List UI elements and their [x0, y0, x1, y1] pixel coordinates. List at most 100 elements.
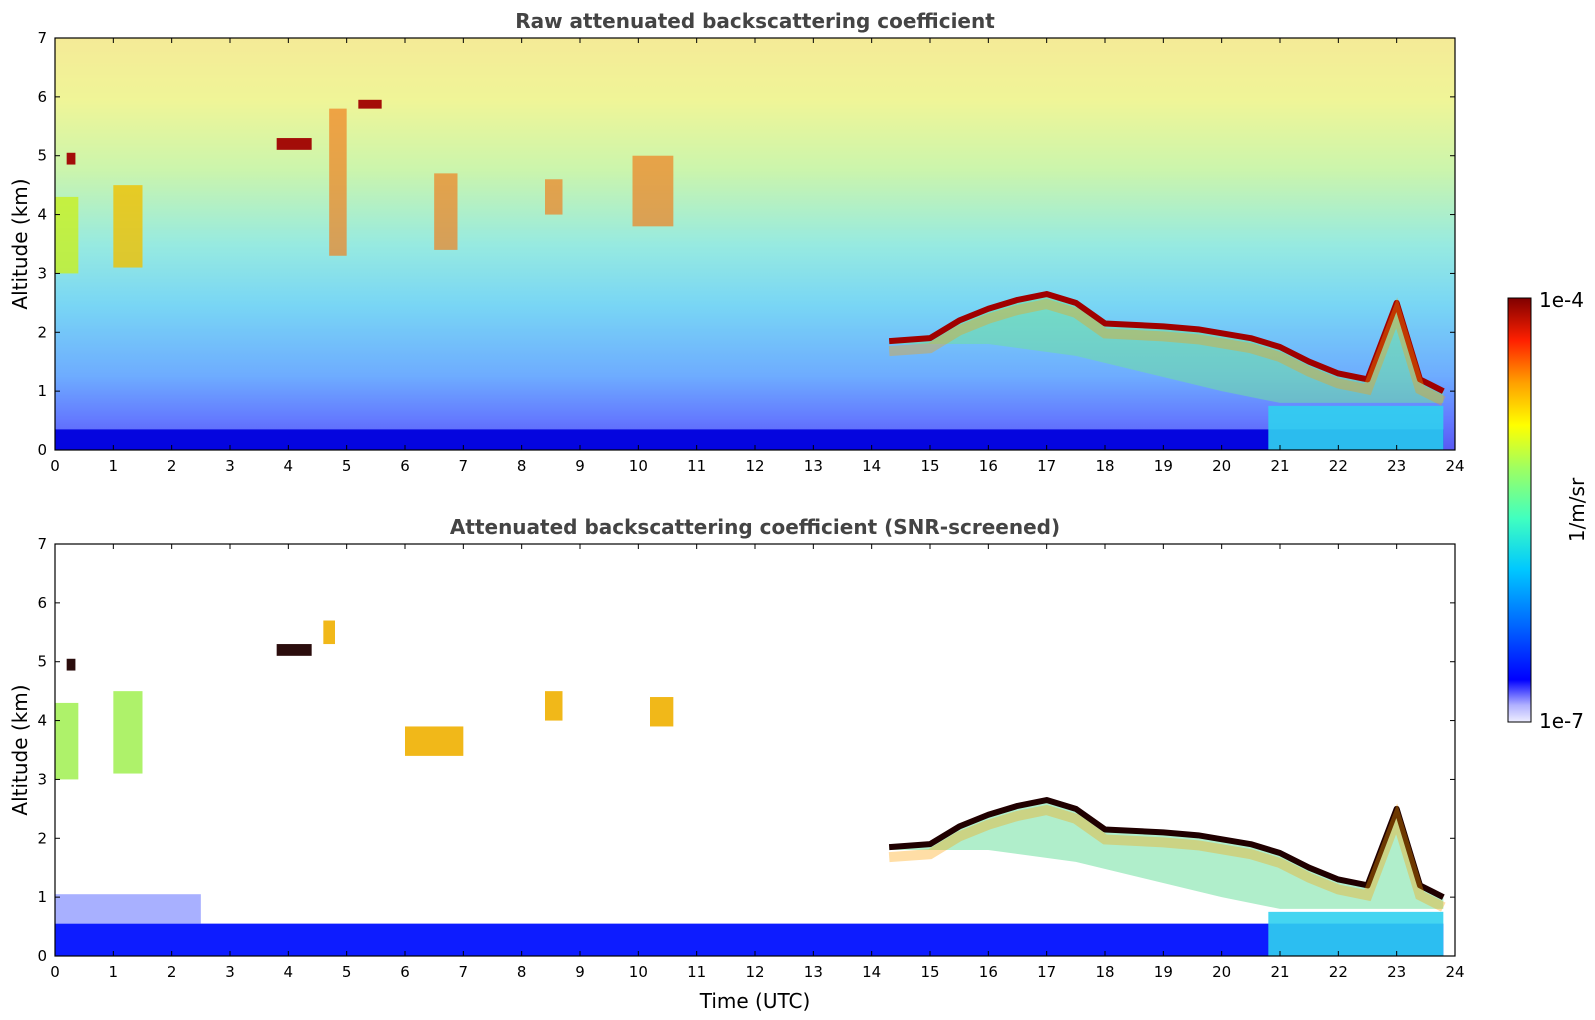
panel-title: Raw attenuated backscattering coefficien… — [515, 9, 995, 33]
x-tick-label: 17 — [1037, 457, 1056, 475]
x-tick-label: 22 — [1329, 963, 1348, 981]
x-tick-label: 14 — [862, 963, 881, 981]
x-tick-label: 19 — [1154, 457, 1173, 475]
colorbar: 1e-4 1e-7 1/m/sr — [1507, 288, 1589, 733]
y-tick-label: 4 — [37, 712, 47, 730]
y-tick-label: 3 — [37, 264, 47, 282]
x-tick-label: 8 — [517, 457, 527, 475]
colorbar-max-label: 1e-4 — [1539, 288, 1584, 312]
x-tick-label: 13 — [804, 457, 823, 475]
cirrus-fragment — [632, 155, 674, 227]
y-tick-label: 1 — [37, 888, 47, 906]
x-axis-label: Time (UTC) — [699, 989, 811, 1013]
x-tick-label: 9 — [575, 457, 585, 475]
y-tick-label: 0 — [37, 441, 47, 459]
x-tick-label: 12 — [745, 457, 764, 475]
x-tick-label: 23 — [1387, 963, 1406, 981]
x-tick-label: 0 — [50, 457, 60, 475]
colorbar-gradient — [1507, 297, 1532, 723]
feature-layer — [55, 99, 1446, 450]
cloud-fragment — [276, 644, 312, 656]
y-axis-label: Altitude (km) — [8, 178, 32, 309]
y-tick-label: 0 — [37, 947, 47, 965]
tick-layer: 0 1 2 3 4 5 6 7 8 9 10 11 12 13 14 15 16 17 18 19 20 21 22 23 24… — [37, 535, 1464, 981]
panel-title: Attenuated backscattering coefficient (S… — [450, 515, 1060, 539]
x-tick-label: 5 — [342, 457, 352, 475]
x-tick-label: 8 — [517, 963, 527, 981]
x-tick-label: 15 — [920, 963, 939, 981]
x-tick-label: 15 — [920, 457, 939, 475]
low-cloud-glow — [888, 803, 1446, 912]
cloud-fragment — [276, 138, 312, 150]
boundary-layer — [55, 923, 1444, 956]
cirrus-fragment — [329, 108, 347, 256]
cloud-fragment — [545, 691, 563, 721]
y-tick-label: 2 — [37, 323, 47, 341]
x-tick-label: 6 — [400, 963, 410, 981]
tick-layer: 0 1 2 3 4 5 6 7 8 9 10 11 12 13 14 15 16 17 18 19 20 21 22 23 24… — [37, 29, 1464, 475]
y-axis-label: Altitude (km) — [8, 684, 32, 815]
y-tick-label: 1 — [37, 382, 47, 400]
x-tick-label: 2 — [167, 963, 177, 981]
cloud-fragment — [323, 620, 335, 645]
y-tick-label: 7 — [37, 535, 47, 553]
boundary-layer — [55, 894, 201, 924]
x-tick-label: 16 — [979, 457, 998, 475]
x-tick-label: 0 — [50, 963, 60, 981]
x-tick-label: 23 — [1387, 457, 1406, 475]
x-tick-label: 7 — [459, 963, 469, 981]
x-tick-label: 4 — [284, 963, 294, 981]
y-tick-label: 5 — [37, 653, 47, 671]
x-tick-label: 18 — [1095, 457, 1114, 475]
x-tick-label: 9 — [575, 963, 585, 981]
colorbar-label: 1/m/sr — [1565, 477, 1589, 542]
low-cloud-top — [888, 797, 1445, 900]
x-tick-label: 22 — [1329, 457, 1348, 475]
y-tick-label: 7 — [37, 29, 47, 47]
x-tick-label: 10 — [629, 963, 648, 981]
x-tick-label: 3 — [225, 963, 235, 981]
cirrus-fragment — [545, 179, 563, 215]
x-tick-label: 21 — [1270, 457, 1289, 475]
heatmap-raw — [55, 38, 1455, 450]
y-tick-label: 6 — [37, 88, 47, 106]
x-tick-label: 13 — [804, 963, 823, 981]
low-cloud-glow — [888, 297, 1446, 406]
x-tick-label: 6 — [400, 457, 410, 475]
x-tick-label: 12 — [745, 963, 764, 981]
low-cloud-body — [889, 294, 1444, 403]
cloud-fragment — [650, 697, 674, 727]
feature-layer — [55, 620, 1446, 956]
colorbar-min-label: 1e-7 — [1539, 709, 1584, 733]
y-tick-label: 5 — [37, 147, 47, 165]
x-tick-label: 17 — [1037, 963, 1056, 981]
x-tick-label: 20 — [1212, 457, 1231, 475]
x-tick-label: 11 — [687, 457, 706, 475]
cloud-fragment — [66, 152, 76, 165]
cloud-fragment — [66, 658, 76, 671]
x-tick-label: 24 — [1445, 963, 1464, 981]
cloud-fragment — [358, 99, 382, 109]
cloud-base-region — [1268, 405, 1444, 450]
aerosol-layer — [55, 702, 79, 780]
boundary-layer — [55, 429, 1444, 450]
low-cloud-body — [889, 800, 1444, 909]
x-tick-label: 14 — [862, 457, 881, 475]
cirrus-fragment — [434, 173, 458, 250]
cloud-fragment — [405, 726, 464, 756]
x-tick-label: 16 — [979, 963, 998, 981]
x-tick-label: 7 — [459, 457, 469, 475]
heatmap-screened — [55, 544, 1455, 956]
x-tick-label: 20 — [1212, 963, 1231, 981]
x-tick-label: 5 — [342, 963, 352, 981]
aerosol-layer — [113, 691, 143, 774]
aerosol-layer — [55, 196, 79, 274]
x-tick-label: 21 — [1270, 963, 1289, 981]
x-tick-label: 18 — [1095, 963, 1114, 981]
x-tick-label: 24 — [1445, 457, 1464, 475]
panel-screened: Attenuated backscattering coefficient (S… — [8, 515, 1465, 1013]
aerosol-layer — [113, 185, 143, 268]
y-tick-label: 2 — [37, 829, 47, 847]
x-tick-label: 19 — [1154, 963, 1173, 981]
